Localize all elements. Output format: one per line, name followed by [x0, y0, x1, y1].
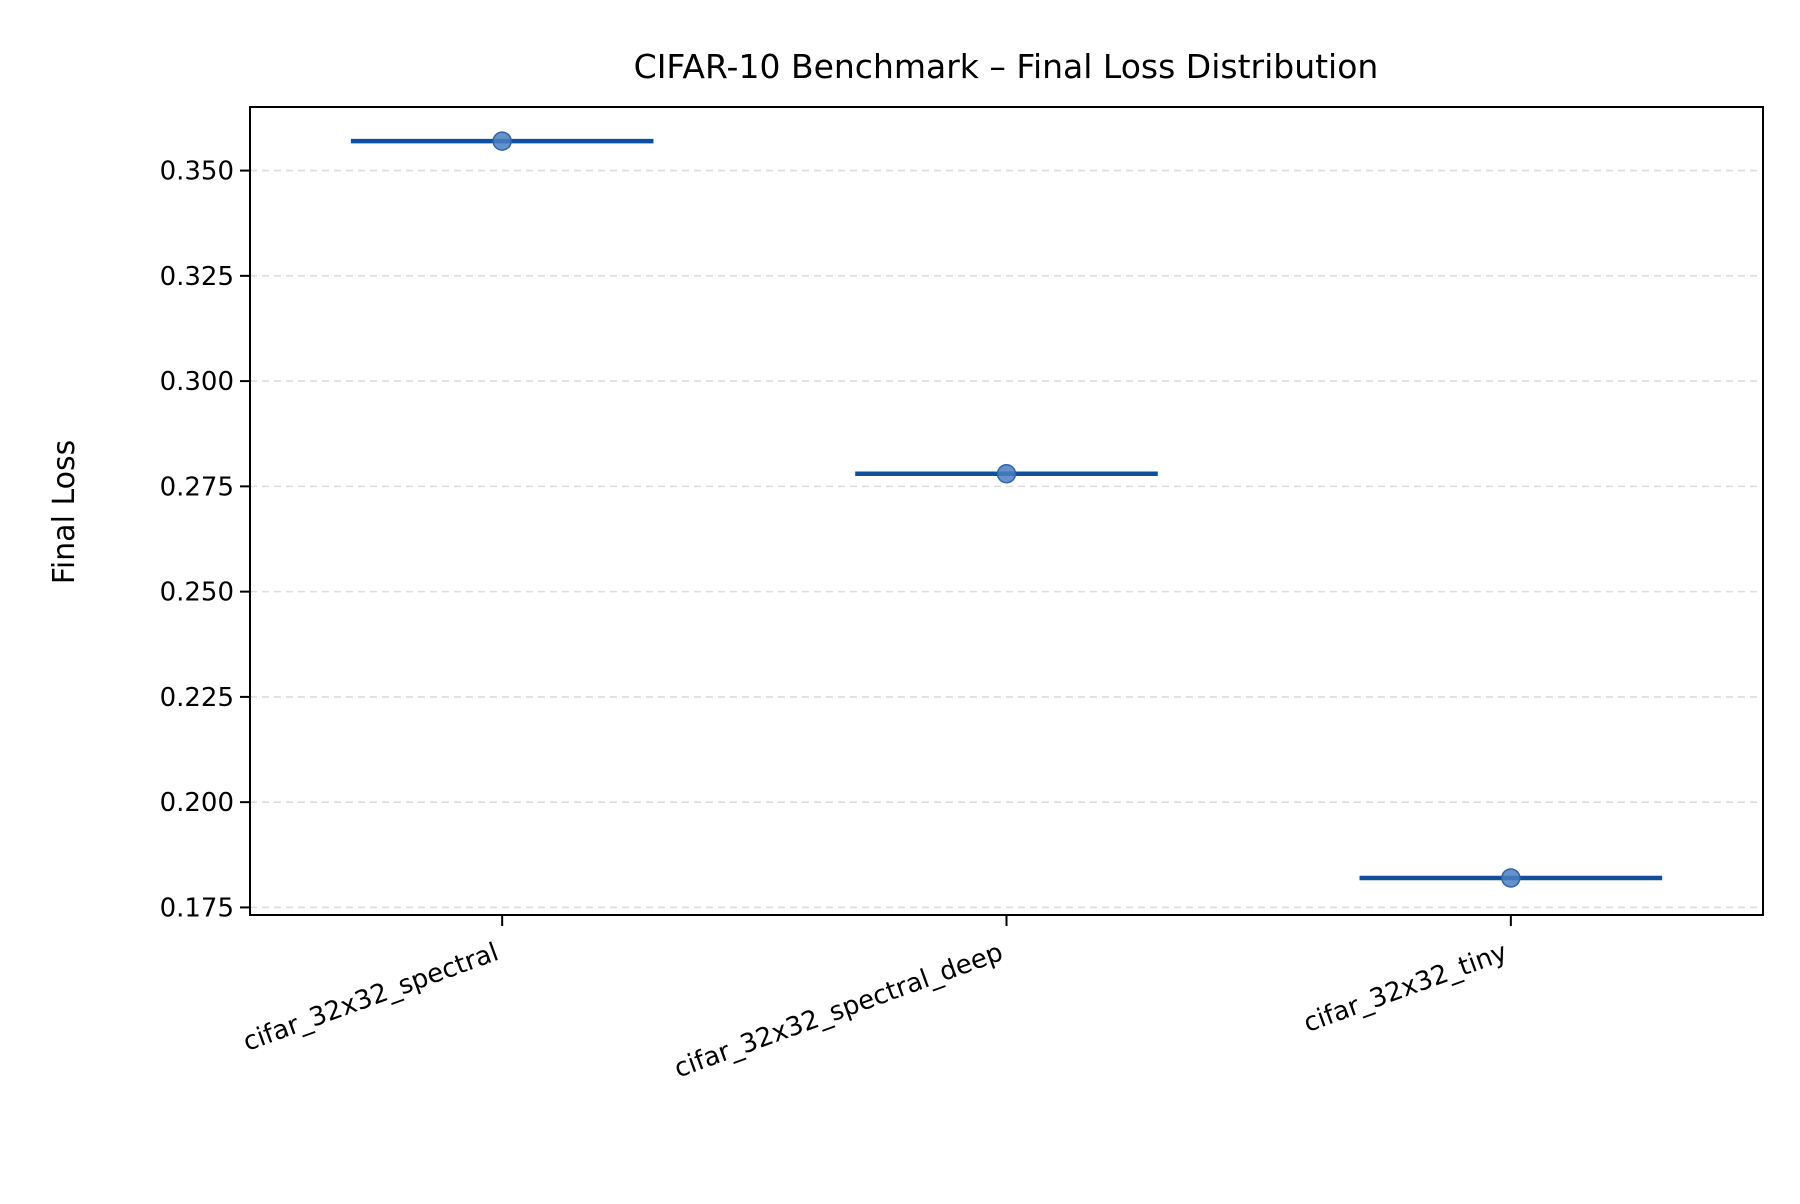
chart-title: CIFAR-10 Benchmark – Final Loss Distribu… — [634, 47, 1379, 86]
x-tick-label: cifar_32x32_spectral — [239, 937, 502, 1057]
x-axis-ticks: cifar_32x32_spectral cifar_32x32_spectral… — [239, 915, 1512, 1084]
y-tick-label: 0.275 — [160, 472, 234, 502]
y-tick-label: 0.325 — [160, 262, 234, 292]
y-tick-label: 0.225 — [160, 683, 234, 713]
y-tick-label: 0.250 — [160, 578, 234, 608]
x-tick-label: cifar_32x32_tiny — [1300, 937, 1511, 1038]
grid-lines — [250, 169, 1763, 909]
data-point — [492, 131, 512, 151]
y-axis-ticks: 0.175 0.200 0.225 0.250 0.275 0.300 0.325 0.350 — [160, 157, 250, 923]
y-tick-label: 0.300 — [160, 367, 234, 397]
data-marks — [350, 131, 1663, 888]
y-tick-label: 0.200 — [160, 788, 234, 818]
data-point — [996, 463, 1017, 484]
y-axis-label: Final Loss — [47, 440, 82, 584]
x-tick-label: cifar_32x32_spectral_deep — [670, 937, 1007, 1084]
y-tick-label: 0.350 — [160, 157, 234, 187]
plot-frame — [249, 106, 1764, 916]
y-tick-label: 0.175 — [160, 893, 234, 923]
data-point — [1501, 868, 1521, 888]
